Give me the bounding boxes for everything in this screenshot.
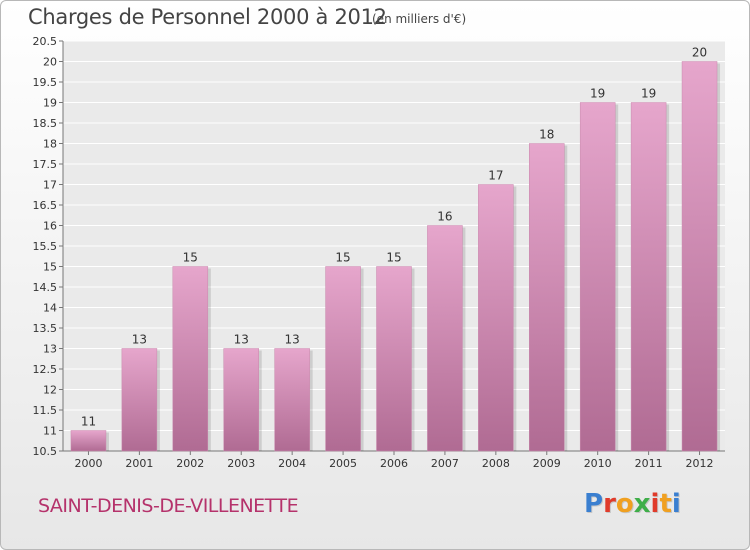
bar-2002[interactable] (172, 266, 209, 452)
data-label: 17 (488, 169, 503, 183)
bar-2003[interactable] (223, 348, 259, 452)
proxiti-logo[interactable]: Proxiti (584, 489, 681, 519)
x-tick-label: 2012 (686, 457, 714, 470)
x-tick-label: 2010 (584, 457, 612, 470)
data-label: 11 (81, 415, 96, 429)
y-tick-label: 19.5 (33, 76, 58, 89)
x-tick-label: 2001 (125, 457, 153, 470)
y-tick-label: 15 (43, 261, 57, 274)
x-tick-label: 2009 (533, 457, 561, 470)
bar-2001[interactable] (121, 348, 158, 452)
y-tick-label: 20.5 (33, 35, 58, 48)
chart-title: Charges de Personnel 2000 à 2012 (28, 5, 387, 29)
data-label: 19 (590, 87, 605, 101)
bar-2009[interactable] (529, 143, 565, 452)
y-tick-label: 17.5 (33, 158, 58, 171)
y-tick-label: 18.5 (33, 117, 58, 130)
logo-letter: P (584, 489, 604, 519)
data-label: 13 (132, 333, 147, 347)
x-tick-label: 2006 (380, 457, 408, 470)
bar-2008[interactable] (478, 184, 514, 452)
data-label: 18 (539, 128, 554, 142)
data-label: 15 (183, 251, 198, 265)
y-tick-label: 20 (43, 56, 57, 69)
logo-letter: i (671, 489, 681, 519)
y-tick-label: 19 (43, 97, 57, 110)
y-tick-label: 12 (43, 384, 57, 397)
data-label: 16 (437, 210, 452, 224)
x-tick-label: 2002 (176, 457, 204, 470)
x-tick-label: 2011 (635, 457, 663, 470)
data-label: 15 (386, 251, 401, 265)
y-tick-label: 13.5 (33, 322, 58, 335)
y-tick-label: 12.5 (33, 363, 58, 376)
bar-2011[interactable] (630, 102, 667, 452)
bar-2010[interactable] (579, 102, 616, 452)
y-tick-label: 17 (43, 179, 57, 192)
x-tick-label: 2007 (431, 457, 459, 470)
y-tick-label: 14 (43, 302, 57, 315)
bar-2006[interactable] (376, 266, 412, 452)
data-label: 20 (692, 46, 707, 60)
logo-letter: x (633, 489, 651, 519)
y-tick-label: 16.5 (33, 199, 58, 212)
bar-2007[interactable] (427, 225, 463, 452)
bar-2005[interactable] (325, 266, 361, 452)
data-label: 13 (285, 333, 300, 347)
x-tick-label: 2000 (74, 457, 102, 470)
commune-name: SAINT-DENIS-DE-VILLENETTE (38, 495, 299, 517)
data-label: 19 (641, 87, 656, 101)
y-tick-label: 14.5 (33, 281, 58, 294)
x-tick-label: 2005 (329, 457, 357, 470)
logo-letter: t (659, 489, 672, 519)
data-label: 15 (335, 251, 350, 265)
logo-letter: r (603, 489, 616, 519)
bar-2012[interactable] (681, 61, 718, 452)
logo-letter: i (650, 489, 660, 519)
y-tick-label: 10.5 (33, 445, 58, 458)
y-tick-label: 18 (43, 138, 57, 151)
y-tick-label: 13 (43, 343, 57, 356)
x-tick-label: 2008 (482, 457, 510, 470)
bar-2000[interactable] (70, 430, 107, 452)
y-tick-label: 11 (43, 425, 57, 438)
y-tick-label: 15.5 (33, 240, 58, 253)
y-tick-label: 11.5 (33, 404, 58, 417)
x-tick-label: 2003 (227, 457, 255, 470)
chart-subtitle: (en milliers d'€) (372, 12, 467, 26)
data-label: 13 (234, 333, 249, 347)
logo-letter: o (615, 489, 634, 519)
y-tick-label: 16 (43, 220, 57, 233)
x-tick-label: 2004 (278, 457, 306, 470)
bar-2004[interactable] (274, 348, 310, 452)
